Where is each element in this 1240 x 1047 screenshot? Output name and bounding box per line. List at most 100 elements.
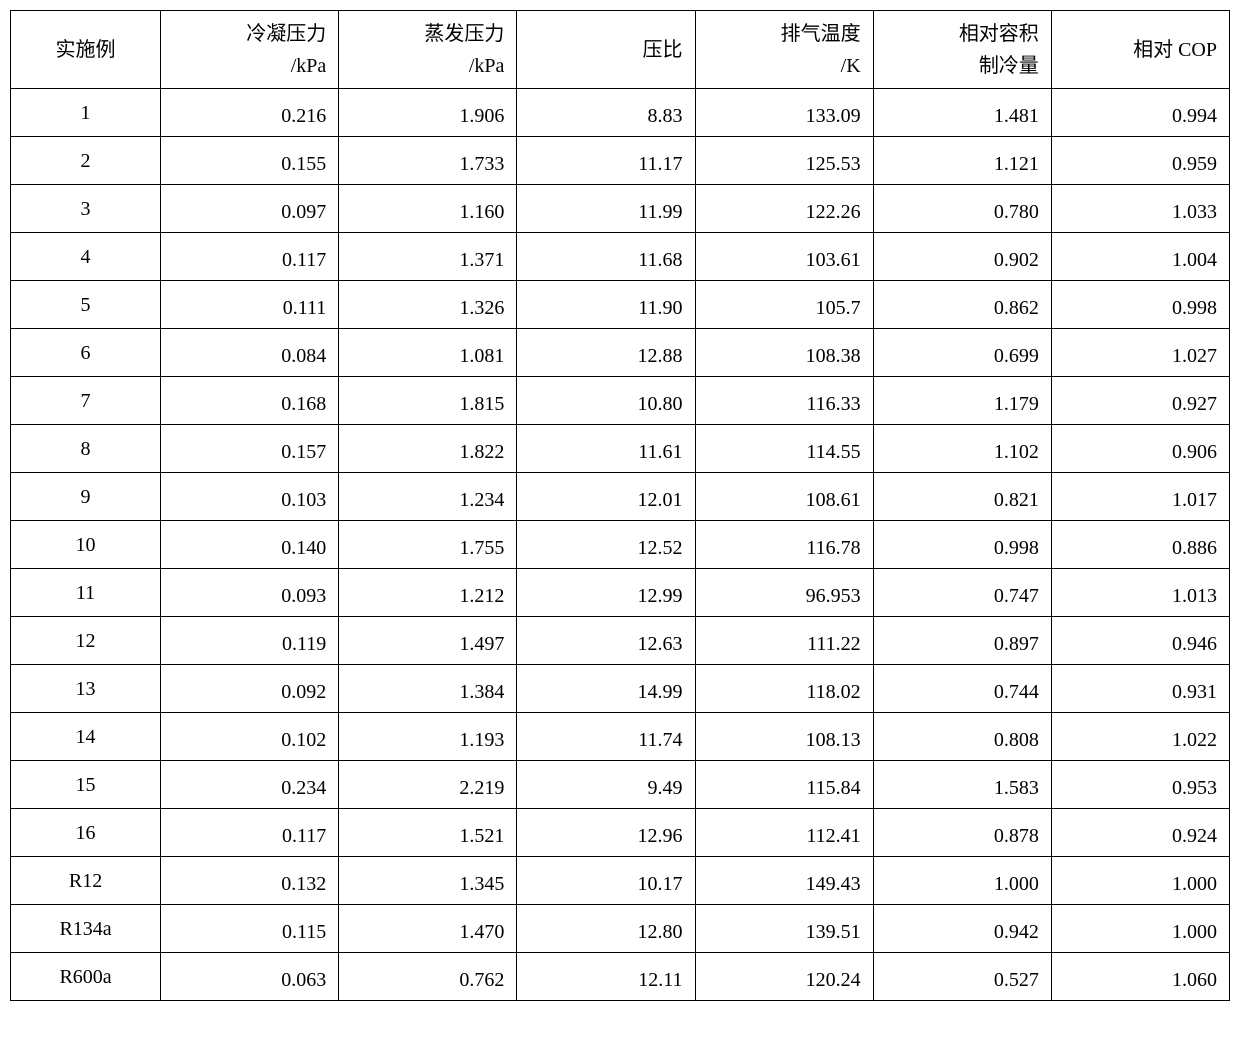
table-cell: 12.96 — [517, 809, 695, 857]
table-cell: 0.946 — [1051, 617, 1229, 665]
table-header-cell: 相对 COP — [1051, 11, 1229, 89]
table-cell: 0.103 — [161, 473, 339, 521]
table-row: 70.1681.81510.80116.331.1790.927 — [11, 377, 1230, 425]
table-cell: 0.132 — [161, 857, 339, 905]
table-cell: 111.22 — [695, 617, 873, 665]
table-cell: 0.111 — [161, 281, 339, 329]
table-cell: 1.470 — [339, 905, 517, 953]
table-cell: 120.24 — [695, 953, 873, 1001]
table-cell: 0.216 — [161, 89, 339, 137]
table-cell: 0.699 — [873, 329, 1051, 377]
table-cell: 0.959 — [1051, 137, 1229, 185]
table-cell: 118.02 — [695, 665, 873, 713]
table-cell: 1.004 — [1051, 233, 1229, 281]
table-cell: 5 — [11, 281, 161, 329]
table-cell: 12.01 — [517, 473, 695, 521]
table-cell: 103.61 — [695, 233, 873, 281]
table-cell: 0.897 — [873, 617, 1051, 665]
table-cell: 1.160 — [339, 185, 517, 233]
table-cell: 0.998 — [1051, 281, 1229, 329]
table-row: 100.1401.75512.52116.780.9980.886 — [11, 521, 1230, 569]
table-cell: 0.744 — [873, 665, 1051, 713]
table-cell: 0.862 — [873, 281, 1051, 329]
table-cell: 1.121 — [873, 137, 1051, 185]
table-cell: 1.345 — [339, 857, 517, 905]
table-cell: 1.193 — [339, 713, 517, 761]
table-cell: 1.755 — [339, 521, 517, 569]
table-cell: 116.33 — [695, 377, 873, 425]
table-cell: 12.80 — [517, 905, 695, 953]
table-cell: 1.384 — [339, 665, 517, 713]
table-cell: 1.583 — [873, 761, 1051, 809]
table-cell: R134a — [11, 905, 161, 953]
table-cell: 1.371 — [339, 233, 517, 281]
table-cell: 8 — [11, 425, 161, 473]
table-cell: 0.931 — [1051, 665, 1229, 713]
table-cell: R600a — [11, 953, 161, 1001]
table-cell: 115.84 — [695, 761, 873, 809]
table-cell: 12.52 — [517, 521, 695, 569]
table-cell: 1.027 — [1051, 329, 1229, 377]
table-cell: 2 — [11, 137, 161, 185]
table-cell: 0.140 — [161, 521, 339, 569]
table-cell: 1.815 — [339, 377, 517, 425]
table-cell: 16 — [11, 809, 161, 857]
table-cell: 12.63 — [517, 617, 695, 665]
table-cell: 10 — [11, 521, 161, 569]
table-cell: 12.99 — [517, 569, 695, 617]
table-cell: 11.61 — [517, 425, 695, 473]
table-cell: 0.168 — [161, 377, 339, 425]
table-cell: 1.179 — [873, 377, 1051, 425]
table-cell: 6 — [11, 329, 161, 377]
table-header-row: 实施例冷凝压力/kPa蒸发压力/kPa压比排气温度/K相对容积制冷量相对 COP — [11, 11, 1230, 89]
table-cell: 108.13 — [695, 713, 873, 761]
table-cell: 1.326 — [339, 281, 517, 329]
table-row: R134a0.1151.47012.80139.510.9421.000 — [11, 905, 1230, 953]
table-cell: 0.234 — [161, 761, 339, 809]
table-cell: 0.927 — [1051, 377, 1229, 425]
table-cell: 1.033 — [1051, 185, 1229, 233]
table-cell: 1.060 — [1051, 953, 1229, 1001]
table-cell: 105.7 — [695, 281, 873, 329]
table-cell: 12 — [11, 617, 161, 665]
table-header-cell: 冷凝压力/kPa — [161, 11, 339, 89]
table-header: 实施例冷凝压力/kPa蒸发压力/kPa压比排气温度/K相对容积制冷量相对 COP — [11, 11, 1230, 89]
table-row: 130.0921.38414.99118.020.7440.931 — [11, 665, 1230, 713]
table-row: 160.1171.52112.96112.410.8780.924 — [11, 809, 1230, 857]
data-table: 实施例冷凝压力/kPa蒸发压力/kPa压比排气温度/K相对容积制冷量相对 COP… — [10, 10, 1230, 1001]
table-cell: 0.808 — [873, 713, 1051, 761]
table-cell: 2.219 — [339, 761, 517, 809]
table-cell: 1.102 — [873, 425, 1051, 473]
table-cell: 14.99 — [517, 665, 695, 713]
table-row: 50.1111.32611.90105.70.8620.998 — [11, 281, 1230, 329]
table-cell: 11.90 — [517, 281, 695, 329]
table-header-cell: 压比 — [517, 11, 695, 89]
table-cell: 13 — [11, 665, 161, 713]
table-cell: 1.000 — [1051, 857, 1229, 905]
table-cell: 0.102 — [161, 713, 339, 761]
table-cell: 0.878 — [873, 809, 1051, 857]
table-cell: 116.78 — [695, 521, 873, 569]
table-cell: 1.822 — [339, 425, 517, 473]
table-cell: 1.521 — [339, 809, 517, 857]
table-cell: 0.115 — [161, 905, 339, 953]
table-cell: 11.68 — [517, 233, 695, 281]
table-cell: 0.762 — [339, 953, 517, 1001]
table-cell: 8.83 — [517, 89, 695, 137]
table-cell: 14 — [11, 713, 161, 761]
table-body: 10.2161.9068.83133.091.4810.99420.1551.7… — [11, 89, 1230, 1001]
table-cell: 122.26 — [695, 185, 873, 233]
table-header-cell: 排气温度/K — [695, 11, 873, 89]
table-cell: 11.99 — [517, 185, 695, 233]
table-cell: 108.61 — [695, 473, 873, 521]
table-row: 60.0841.08112.88108.380.6991.027 — [11, 329, 1230, 377]
table-cell: 11.17 — [517, 137, 695, 185]
table-cell: 0.821 — [873, 473, 1051, 521]
table-row: 10.2161.9068.83133.091.4810.994 — [11, 89, 1230, 137]
table-cell: 3 — [11, 185, 161, 233]
table-row: 150.2342.2199.49115.841.5830.953 — [11, 761, 1230, 809]
table-cell: 96.953 — [695, 569, 873, 617]
table-cell: 1.733 — [339, 137, 517, 185]
table-cell: 0.093 — [161, 569, 339, 617]
table-cell: 0.780 — [873, 185, 1051, 233]
